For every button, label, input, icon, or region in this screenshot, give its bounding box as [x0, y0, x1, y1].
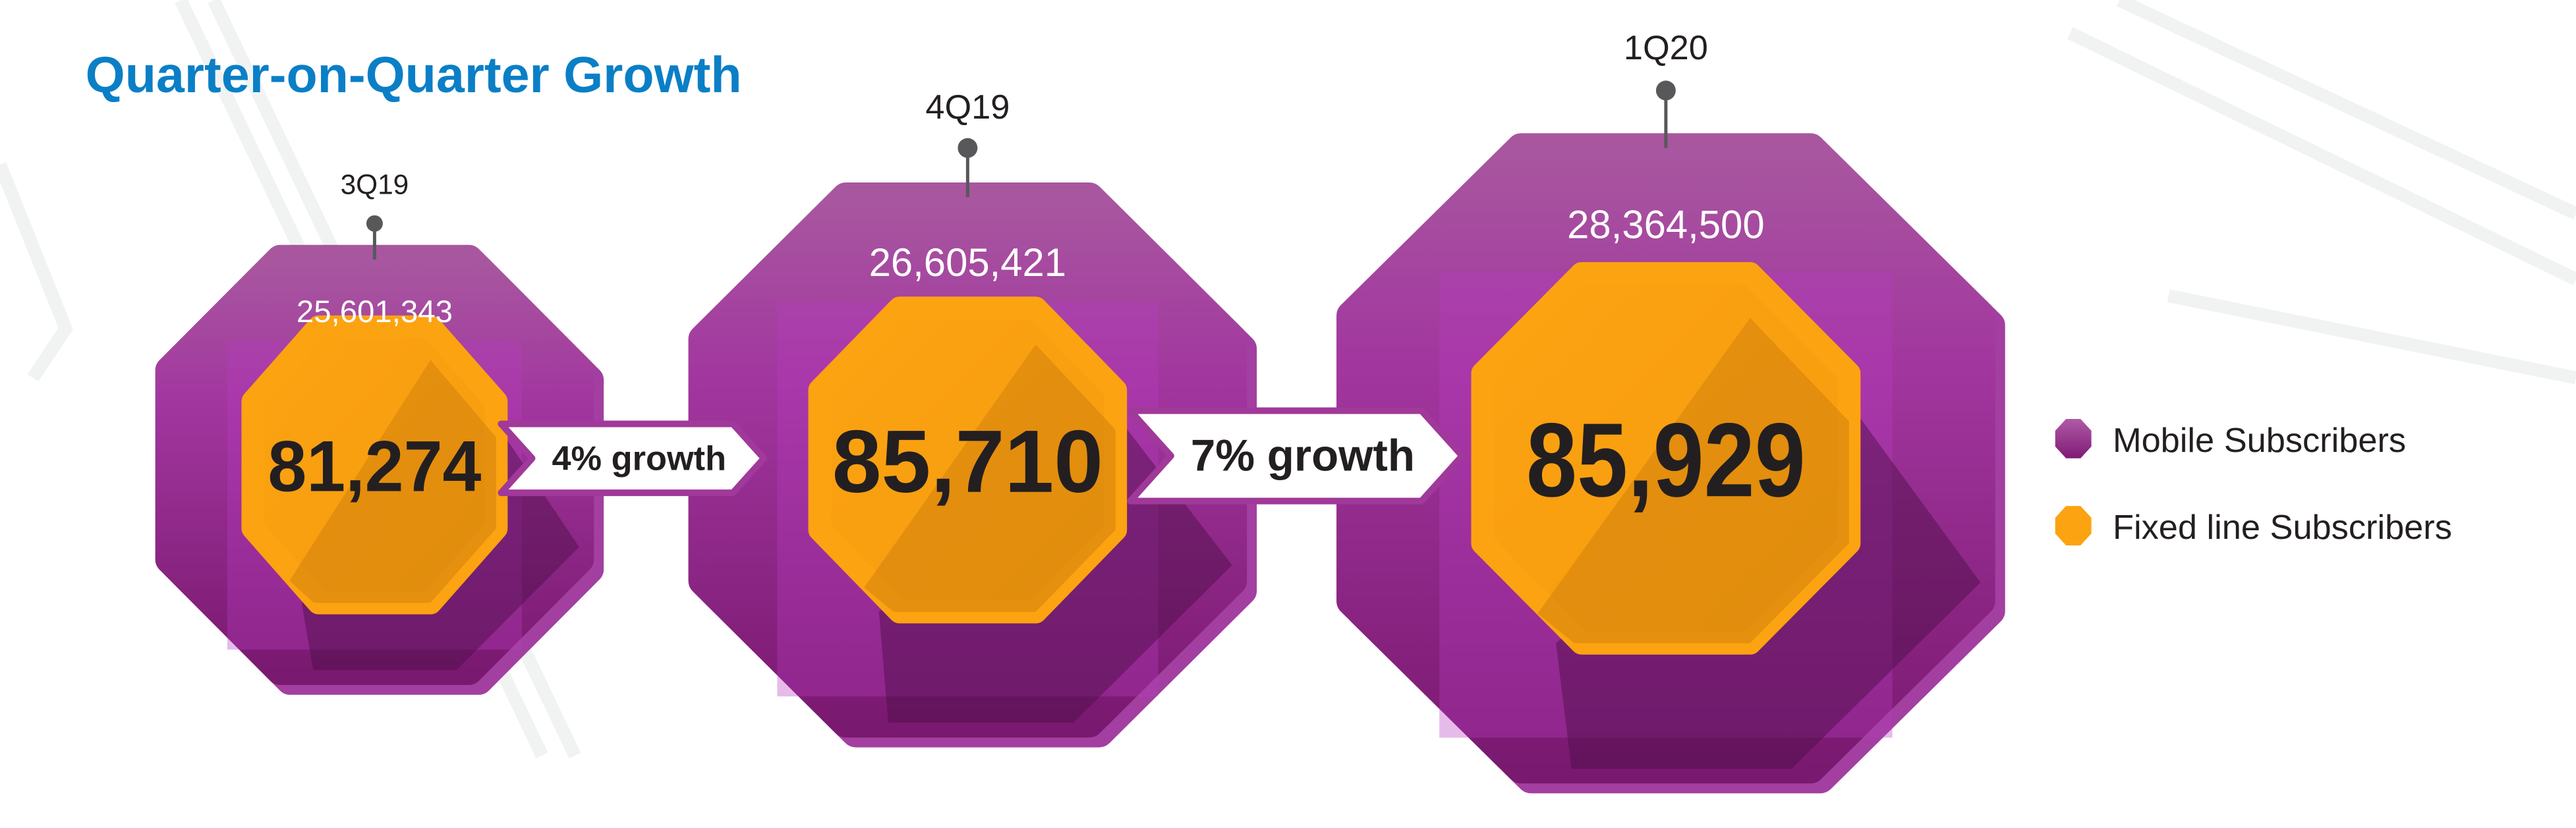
pin-dot-icon — [366, 215, 383, 232]
quarter-label: 4Q19 — [925, 88, 1010, 126]
quarter-group-4Q19: 4Q19 26,605,421 85,710 — [688, 88, 1257, 748]
legend-item-mobile: Mobile Subscribers — [2055, 418, 2406, 460]
quarter-group-3Q19: 3Q19 25,601,343 81,274 — [155, 169, 604, 695]
growth-arrow: 7% growth — [1127, 407, 1466, 505]
growth-label: 4% growth — [552, 439, 726, 478]
legend-label: Fixed line Subscribers — [2113, 509, 2452, 547]
arrow-shape — [1127, 407, 1466, 505]
chart-title: Quarter-on-Quarter Growth — [86, 47, 742, 103]
arrow-shape — [498, 420, 768, 497]
mobile-value: 25,601,343 — [297, 294, 453, 329]
fixed-octagon — [241, 315, 508, 615]
fixed-octagon — [808, 296, 1128, 624]
orange-octagon-icon — [2055, 506, 2092, 545]
pin-dot-icon — [1655, 80, 1676, 101]
fixed-shade — [289, 360, 496, 603]
fixed-value: 85,710 — [832, 412, 1103, 511]
quarter-label: 3Q19 — [341, 169, 409, 200]
fixed-octagon — [1471, 262, 1861, 655]
legend-label: Mobile Subscribers — [2113, 422, 2406, 460]
fixed-value: 81,274 — [268, 426, 481, 507]
growth-label: 7% growth — [1191, 431, 1415, 481]
mobile-value: 28,364,500 — [1567, 203, 1764, 247]
mobile-value: 26,605,421 — [869, 240, 1066, 285]
fixed-shade — [864, 345, 1116, 612]
quarter-label: 1Q20 — [1624, 29, 1708, 67]
legend-item-fixed: Fixed line Subscribers — [2055, 506, 2452, 547]
fixed-shade — [1537, 317, 1849, 644]
fixed-value: 85,929 — [1526, 401, 1806, 518]
pin-dot-icon — [958, 138, 978, 158]
purple-octagon-icon — [2055, 418, 2092, 458]
quarter-group-1Q20: 1Q20 28,364,500 85,929 — [1336, 29, 2005, 794]
growth-arrow: 4% growth — [498, 420, 768, 497]
